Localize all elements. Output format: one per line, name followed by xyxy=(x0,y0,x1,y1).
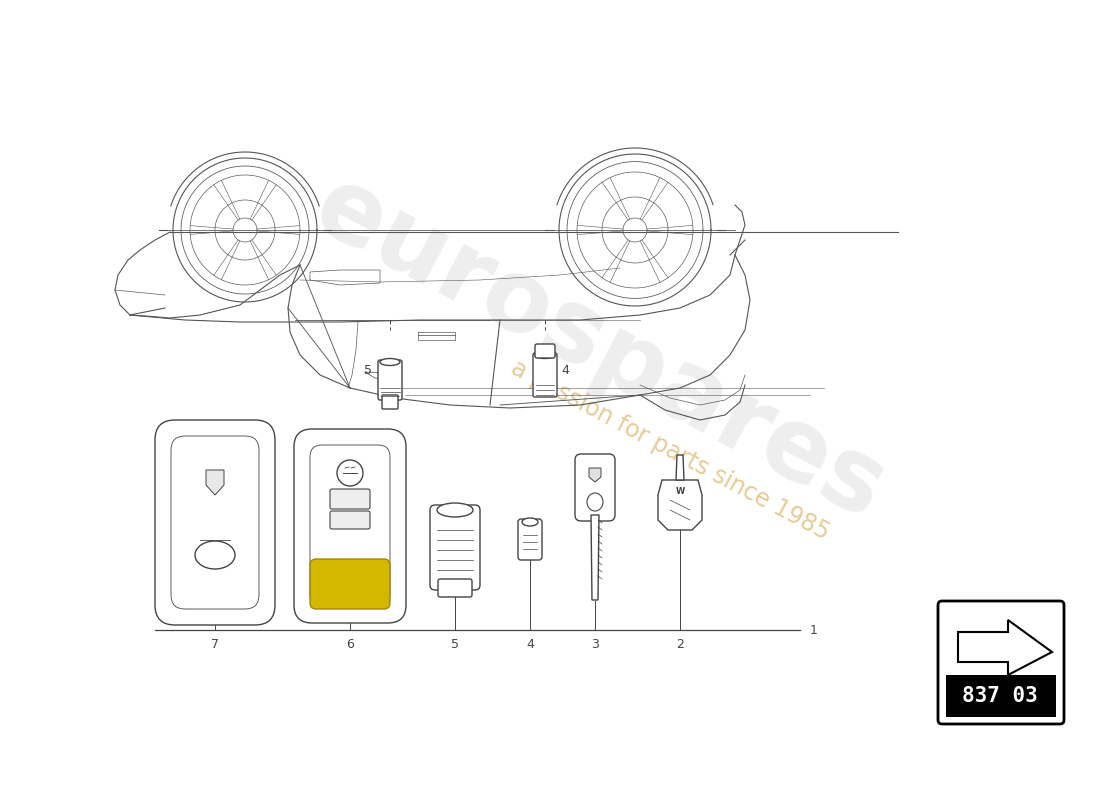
FancyBboxPatch shape xyxy=(330,489,370,509)
FancyBboxPatch shape xyxy=(330,511,370,529)
Text: 6: 6 xyxy=(346,638,354,651)
FancyBboxPatch shape xyxy=(310,445,390,607)
FancyBboxPatch shape xyxy=(535,344,556,358)
FancyBboxPatch shape xyxy=(938,601,1064,724)
FancyBboxPatch shape xyxy=(534,353,557,397)
Polygon shape xyxy=(591,515,600,600)
FancyBboxPatch shape xyxy=(575,454,615,521)
Text: 837 03: 837 03 xyxy=(962,686,1038,706)
Bar xyxy=(946,675,1056,717)
Ellipse shape xyxy=(522,518,538,526)
Polygon shape xyxy=(676,455,684,480)
Circle shape xyxy=(337,460,363,486)
Polygon shape xyxy=(206,470,224,495)
Text: 1: 1 xyxy=(810,623,818,637)
Ellipse shape xyxy=(379,358,400,366)
Text: 3: 3 xyxy=(591,638,598,651)
Text: 5: 5 xyxy=(364,363,372,377)
Ellipse shape xyxy=(587,493,603,511)
FancyBboxPatch shape xyxy=(430,505,480,590)
Polygon shape xyxy=(658,480,702,530)
FancyBboxPatch shape xyxy=(378,360,402,400)
Text: 5: 5 xyxy=(451,638,459,651)
Text: W: W xyxy=(675,487,684,497)
Text: 2: 2 xyxy=(676,638,684,651)
Text: 4: 4 xyxy=(526,638,534,651)
FancyBboxPatch shape xyxy=(170,436,258,609)
Text: 4: 4 xyxy=(561,363,569,377)
Ellipse shape xyxy=(437,503,473,517)
FancyBboxPatch shape xyxy=(310,559,390,609)
Ellipse shape xyxy=(535,351,556,358)
FancyBboxPatch shape xyxy=(382,395,398,409)
Ellipse shape xyxy=(195,541,235,569)
Text: eurospares: eurospares xyxy=(298,158,902,542)
FancyBboxPatch shape xyxy=(438,579,472,597)
FancyBboxPatch shape xyxy=(294,429,406,623)
Text: 7: 7 xyxy=(211,638,219,651)
Text: a passion for parts since 1985: a passion for parts since 1985 xyxy=(507,355,834,545)
FancyBboxPatch shape xyxy=(155,420,275,625)
Polygon shape xyxy=(588,468,601,482)
Polygon shape xyxy=(958,620,1052,675)
FancyBboxPatch shape xyxy=(518,519,542,560)
